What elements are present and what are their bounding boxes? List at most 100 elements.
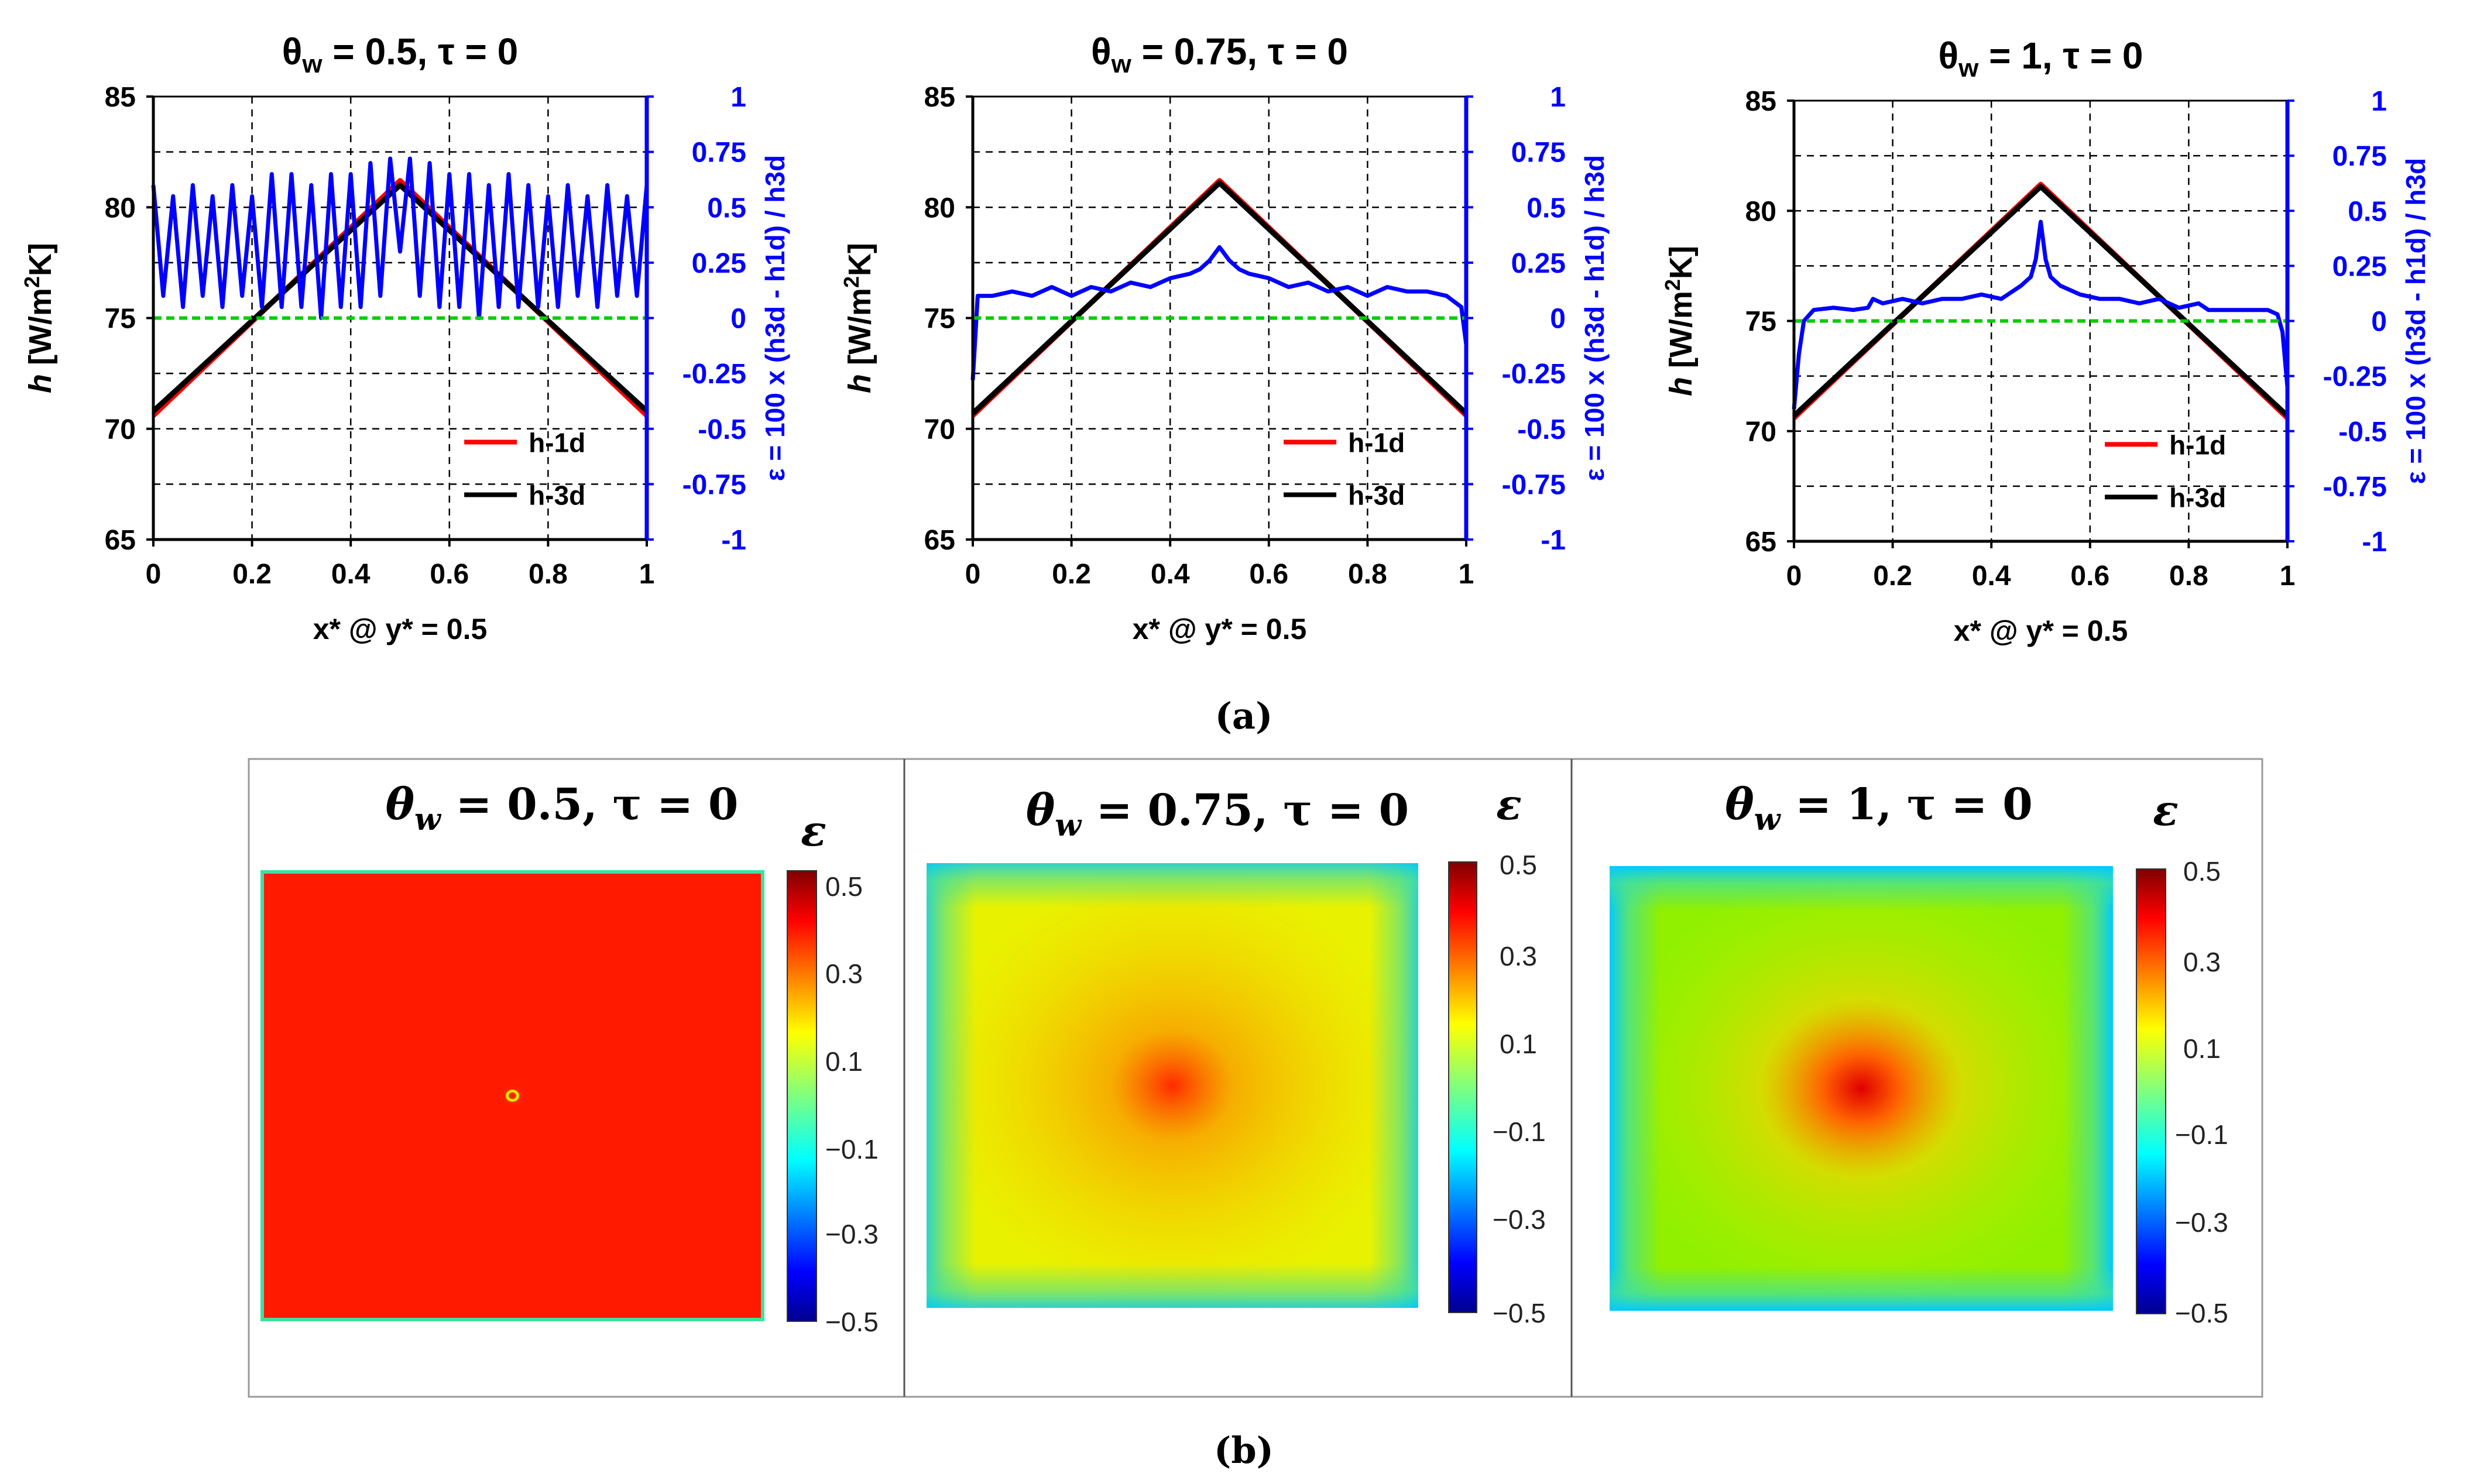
y2-tick-label: -0.75 [682,469,746,500]
y2-tick-label: -0.5 [1517,414,1566,445]
x-tick-label: 0.4 [1972,561,2011,592]
y-tick-label: 80 [1745,196,1776,227]
x-tick-label: 1 [2280,561,2296,592]
x-tick-label: 0.6 [430,559,469,590]
series-epsilon [151,156,649,320]
series-epsilon [970,245,1469,380]
y-tick-label: 75 [1745,307,1776,338]
x-axis-label: x* @ y* = 0.5 [313,613,488,645]
x-tick-label: 0.6 [1249,559,1288,590]
y2-tick-label: 0.25 [692,248,746,279]
x-tick-label: 0.2 [1873,561,1912,592]
heatmap-theta-1: θw = 1, τ = 0 ε 0.5 0.3 0.1 −0.1 −0.3 −0… [1610,779,2228,1328]
x-axis-label: x* @ y* = 0.5 [1954,614,2128,647]
series-h-1d [970,178,1469,418]
colorbar-label: ε [801,806,826,856]
legend-label: h-3d [2169,482,2226,513]
y2-tick-label: 0.5 [1526,193,1566,224]
y2-tick-label: 0.25 [2332,251,2387,282]
series-h-1d [151,178,649,418]
y2-tick-label: 0.75 [692,138,746,169]
heatmap-edge-y [1610,866,2113,1311]
legend-label: h-3d [529,480,585,510]
colorbar-tick: 0.5 [1500,850,1537,880]
y2-tick-label: -0.25 [2323,362,2387,393]
x-tick-label: 1 [1459,559,1474,590]
heatmap-theta-0.75: θw = 0.75, τ = 0 ε 0.5 0.3 0.1 −0.1 −0.3… [927,779,1546,1328]
line-chart-panel: 0 0.2 0.4 0.6 0.8 1 65 70 75 80 85 -1 -0.75 -0.5 -0.25… [20,30,790,645]
x-tick-label: 0 [1786,561,1802,592]
colorbar-label: ε [2153,785,2179,835]
legend-label: h-1d [1348,427,1405,458]
line-charts: 0 0.2 0.4 0.6 0.8 1 65 70 75 80 85 -1 -0.75 -0.5 -0.25… [20,30,2431,647]
colorbar-tick: −0.5 [1493,1298,1546,1328]
heatmap-frame [248,758,2263,1398]
legend-label: h-1d [529,427,585,458]
colorbar-ticks: 0.5 0.3 0.1 −0.1 −0.3 −0.5 [2175,856,2228,1328]
heatmap-theta-0.5: θw = 0.5, τ = 0 ε 0.5 0.3 0.1 −0.1 −0.3 … [260,779,879,1337]
y2-tick-label: -0.5 [2338,417,2387,448]
y2-tick-label: -1 [721,525,746,556]
heatmap-title: θw = 1, τ = 0 [1725,779,2032,837]
y-axis-label: h [W/m2K] [839,243,877,393]
colorbar-tick: −0.3 [2175,1207,2228,1238]
legend-label: h-3d [1348,480,1405,510]
y-tick-label: 85 [924,82,955,113]
colorbar-tick: 0.5 [2183,856,2221,887]
y2-tick-label: 0.75 [2332,141,2387,172]
x-axis-label: x* @ y* = 0.5 [1133,613,1307,645]
colorbar-tick: 0.3 [1500,941,1537,971]
y-tick-label: 65 [924,525,955,556]
series-h-3d [970,180,1469,415]
x-tick-label: 0.4 [331,559,371,590]
line-chart-panel: 0 0.2 0.4 0.6 0.8 1 65 70 75 80 85 -1 -0.75 -0.5 -0.25… [839,30,1610,645]
heatmap-edge [260,870,764,1321]
y-tick-label: 85 [1745,86,1776,117]
y-axis-label: h [W/m2K] [1661,246,1699,396]
colorbar-tick: 0.1 [1500,1029,1537,1059]
heatmap-image [262,872,763,1320]
colorbar-tick: 0.5 [825,871,863,902]
y-tick-label: 70 [1745,417,1776,448]
colorbar-tick: −0.5 [2175,1298,2228,1328]
y-tick-label: 75 [924,304,955,335]
y2-tick-label: -0.25 [1502,359,1566,390]
y-axis-label: h [W/m2K] [20,243,58,393]
colorbar-ticks: 0.5 0.3 0.1 −0.1 −0.3 −0.5 [1493,850,1546,1328]
colorbar-tick: 0.1 [2183,1033,2221,1064]
y2-tick-label: 0.5 [2348,196,2387,227]
y2-tick-label: 0 [730,304,746,335]
colorbar-tick: −0.3 [825,1219,879,1249]
x-tick-label: 0 [146,559,162,590]
y2-tick-label: 0 [1550,304,1566,335]
colorbar [1448,861,1477,1313]
label-a: (a) [1215,695,1273,737]
series-epsilon [1792,219,2290,410]
colorbar-tick: −0.1 [825,1134,879,1164]
colorbar [787,870,817,1322]
y-tick-label: 85 [105,82,136,113]
chart-title: θw = 0.75, τ = 0 [1091,30,1348,78]
colorbar-tick: 0.1 [825,1046,863,1077]
colorbar [2136,868,2166,1314]
colorbar-ticks: 0.5 0.3 0.1 −0.1 −0.3 −0.5 [825,871,879,1337]
series-h-1d [1792,181,2290,420]
y-tick-label: 70 [924,414,955,445]
x-tick-label: 0.8 [1348,559,1387,590]
x-tick-label: 0.8 [529,559,568,590]
heatmap-title: θw = 0.5, τ = 0 [386,779,739,837]
colorbar-label: ε [1496,779,1522,829]
y2-tick-label: 0.75 [1511,138,1566,169]
y2-tick-label: 1 [730,82,746,113]
y2-tick-label: 1 [2371,86,2387,117]
colorbar-tick: −0.3 [1493,1204,1546,1235]
y2-tick-label: 0.25 [1511,248,1566,279]
x-tick-label: 0.4 [1151,559,1190,590]
series-h-3d [1792,184,2290,418]
y-tick-label: 80 [105,193,136,224]
y-tick-label: 75 [105,304,136,335]
line-chart-panel: 0 0.2 0.4 0.6 0.8 1 65 70 75 80 85 -1 -0.75 -0.5 -0.25… [1661,35,2431,647]
x-tick-label: 1 [639,559,655,590]
y-tick-label: 65 [105,525,136,556]
y2-tick-label: -1 [1541,525,1566,556]
